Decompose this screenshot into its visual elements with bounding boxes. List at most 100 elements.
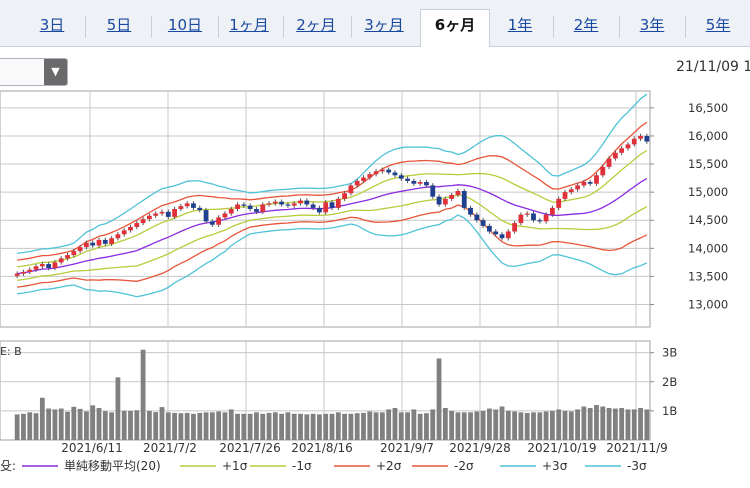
candle-body [254, 209, 259, 212]
candle-body [317, 207, 322, 213]
candle-body [581, 182, 587, 186]
volume-bar [140, 349, 146, 440]
volume-bar [568, 411, 574, 440]
volume-bar [323, 413, 329, 440]
volume-bar [442, 407, 448, 440]
volume-bar [310, 413, 316, 440]
volume-bar [417, 413, 423, 440]
volume-bar [298, 413, 303, 440]
volume-bar [556, 409, 562, 440]
candle-body [549, 207, 555, 215]
candle-body [21, 271, 26, 274]
x-tick-label: 2021/7/2 [143, 441, 197, 455]
volume-bar [531, 412, 536, 440]
candle-body [587, 182, 593, 184]
tab-period-3[interactable]: 1ヶ月 [229, 16, 269, 34]
candle-body [304, 200, 310, 205]
candle-body [619, 148, 625, 153]
tab-period-4[interactable]: 2ヶ月 [296, 16, 336, 34]
period-tab-bar: 3日 5日 10日 1ヶ月 2ヶ月 3ヶ月 6ヶ月 1年 2年 3年 5年 [0, 0, 750, 47]
candle-body [606, 158, 612, 167]
volume-bar [549, 410, 555, 440]
tab-period-7[interactable]: 1年 [507, 16, 533, 34]
volume-bar [46, 408, 52, 440]
volume-bar [335, 412, 341, 440]
x-tick-label: 2021/11/9 [606, 441, 668, 455]
indicator-select[interactable]: ▼ [0, 58, 68, 86]
volume-bar [619, 407, 625, 440]
candle-body [373, 171, 379, 175]
volume-bar [121, 410, 127, 440]
volume-bar [216, 411, 222, 440]
tab-separator [619, 16, 620, 38]
volume-bar [455, 412, 461, 440]
volume-bar [581, 406, 587, 440]
volume-bar [102, 411, 108, 440]
minus3-sigma-line [17, 214, 648, 298]
legend-label: -2σ [454, 459, 474, 473]
tab-period-8[interactable]: 2年 [573, 16, 599, 34]
tab-period-6[interactable]: 6ヶ月 [420, 9, 490, 47]
candle-body [310, 204, 316, 208]
candle-body [487, 225, 492, 232]
candle-body [442, 198, 448, 205]
volume-bar [241, 413, 247, 440]
candle-body [165, 211, 171, 217]
volume-bar [291, 413, 297, 440]
volume-bar [436, 358, 442, 440]
candle-body [115, 234, 121, 239]
legend-label: -1σ [292, 459, 312, 473]
volume-bar [178, 413, 184, 440]
tab-period-0[interactable]: 3日 [39, 16, 65, 34]
x-tick-label: 2021/7/26 [219, 441, 281, 455]
tab-separator [151, 16, 152, 38]
volume-bar [430, 409, 436, 440]
candle-body [354, 180, 360, 186]
volume-bar [260, 413, 266, 440]
volume-bar [272, 412, 278, 440]
candle-body [140, 219, 146, 224]
tab-separator [685, 16, 686, 38]
minus1-sigma-line [17, 194, 648, 282]
volume-bar [134, 410, 140, 440]
candle-body [172, 209, 177, 217]
tab-period-5[interactable]: 3ヶ月 [364, 16, 404, 34]
volume-tick-label: 1B [662, 404, 677, 418]
candle-body [58, 258, 64, 263]
volume-bar [411, 409, 417, 440]
tab-period-2[interactable]: 10日 [167, 16, 203, 34]
candle-body [216, 217, 222, 225]
candle-body [455, 191, 461, 195]
candle-body [77, 247, 83, 252]
volume-bar [235, 413, 240, 440]
volume-tick-label: 2B [662, 375, 677, 389]
candle-body [96, 239, 102, 246]
volume-bar [348, 413, 354, 440]
candle-body [228, 209, 234, 214]
candle-body [335, 198, 341, 208]
dropdown-arrow-icon[interactable]: ▼ [44, 59, 67, 85]
volume-bar [165, 412, 171, 440]
candle-body [90, 242, 96, 246]
volume-bar [480, 410, 486, 440]
candle-body [285, 204, 291, 206]
volume-bar [373, 412, 379, 440]
tab-separator [283, 16, 284, 38]
candle-body [33, 266, 39, 270]
candle-body [71, 251, 77, 256]
volume-bar [361, 412, 366, 440]
volume-bar [58, 408, 64, 440]
volume-bar [354, 413, 360, 440]
volume-bar [562, 410, 568, 440]
candle-body [342, 193, 347, 199]
candle-body [474, 214, 480, 221]
tab-period-9[interactable]: 3年 [639, 16, 665, 34]
tab-period-1[interactable]: 5日 [106, 16, 132, 34]
volume-bar [600, 406, 606, 440]
price-tick-label: 15,000 [688, 185, 728, 199]
tab-period-10[interactable]: 5年 [705, 16, 731, 34]
volume-bar [247, 413, 253, 440]
candle-body [392, 172, 398, 176]
candle-body [146, 215, 152, 220]
x-tick-label: 2021/9/7 [380, 441, 434, 455]
